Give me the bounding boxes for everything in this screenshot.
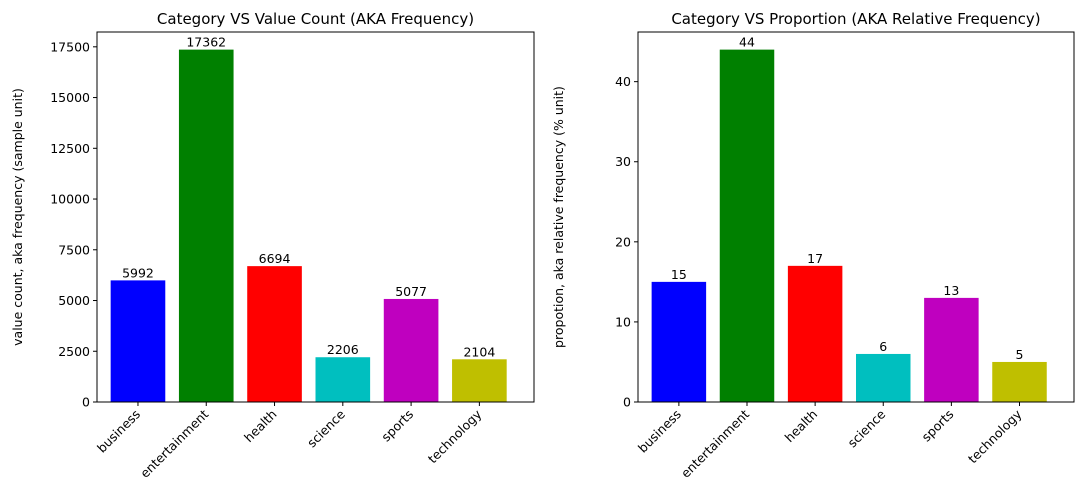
value-count-bar-business xyxy=(110,280,166,402)
value-count-ytick-label: 2500 xyxy=(58,344,90,359)
proportion-chart-title: Category VS Proportion (AKA Relative Fre… xyxy=(671,10,1040,28)
value-count-chart-title: Category VS Value Count (AKA Frequency) xyxy=(157,10,474,28)
proportion-data-label-science: 6 xyxy=(879,339,887,354)
value-count-data-label-entertainment: 17362 xyxy=(186,35,226,50)
proportion-bar-technology xyxy=(992,361,1047,402)
value-count-ytick-label: 5000 xyxy=(58,293,90,308)
proportion-axes-frame xyxy=(637,31,1075,403)
proportion-ytick-label: 10 xyxy=(615,314,631,329)
value-count-bar-health xyxy=(247,266,302,402)
proportion-ytick-label: 0 xyxy=(623,395,631,410)
proportion-bar-science xyxy=(856,353,911,402)
proportion-data-label-health: 17 xyxy=(807,251,823,266)
proportion-data-label-technology: 5 xyxy=(1016,347,1024,362)
value-count-data-label-sports: 5077 xyxy=(395,284,427,299)
value-count-ytick-label: 12500 xyxy=(50,141,90,156)
proportion-ytick-label: 30 xyxy=(615,154,631,169)
value-count-data-label-technology: 2104 xyxy=(463,344,495,359)
proportion-bar-business xyxy=(651,281,707,402)
proportion-bar-entertainment xyxy=(719,49,775,402)
value-count-data-label-health: 6694 xyxy=(259,251,291,266)
value-count-y-axis-label: value count, aka frequency (sample unit) xyxy=(10,88,25,346)
value-count-ytick-label: 15000 xyxy=(50,90,90,105)
value-count-bar-science xyxy=(315,357,371,402)
value-count-ytick-label: 0 xyxy=(82,395,90,410)
proportion-ytick-label: 40 xyxy=(615,74,631,89)
proportion-data-label-entertainment: 44 xyxy=(739,35,755,50)
value-count-bar-sports xyxy=(383,298,439,402)
proportion-data-label-sports: 13 xyxy=(943,283,959,298)
proportion-ytick-label: 20 xyxy=(615,234,631,249)
value-count-data-label-science: 2206 xyxy=(327,342,359,357)
value-count-data-label-business: 5992 xyxy=(122,265,154,280)
proportion-bar-health xyxy=(787,265,843,402)
value-count-bar-entertainment xyxy=(178,49,234,402)
value-count-ytick-label: 7500 xyxy=(58,242,90,257)
proportion-bar-sports xyxy=(924,297,979,402)
proportion-y-axis-label: propotion, aka relative frequency (% uni… xyxy=(551,86,566,348)
value-count-ytick-label: 17500 xyxy=(50,39,90,54)
proportion-data-label-business: 15 xyxy=(671,267,687,282)
value-count-ytick-label: 10000 xyxy=(50,192,90,207)
value-count-bar-technology xyxy=(452,359,507,402)
value-count-axes-frame xyxy=(96,31,535,403)
